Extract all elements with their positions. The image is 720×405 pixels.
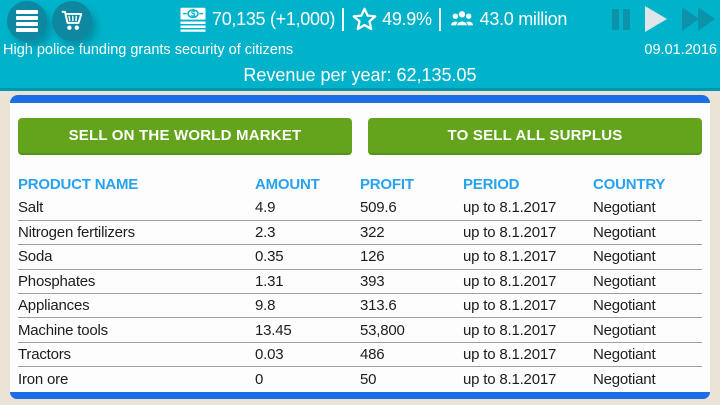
col-product-name: PRODUCT NAME	[18, 175, 139, 193]
cell-product: Phosphates	[18, 272, 96, 290]
cell-country: Negotiant	[593, 321, 656, 339]
revenue-bar: Revenue per year: 62,135.05	[0, 62, 720, 88]
cell-country: Negotiant	[593, 248, 656, 266]
cell-period: up to 8.1.2017	[463, 370, 557, 388]
cell-amount: 9.8	[255, 297, 276, 315]
money-value: 70,135 (+1,000)	[212, 8, 336, 29]
star-icon	[352, 7, 377, 30]
cell-country: Negotiant	[593, 297, 656, 315]
cell-product: Tractors	[18, 346, 71, 364]
cell-profit: 486	[360, 346, 385, 364]
stat-divider	[438, 7, 441, 31]
table-row[interactable]: Nitrogen fertilizers 2.3 322 up to 8.1.2017…	[18, 220, 702, 245]
game-date: 09.01.2016	[644, 42, 717, 58]
rating-value: 49.9%	[382, 8, 432, 29]
revenue-per-year: Revenue per year: 62,135.05	[243, 64, 477, 85]
cell-country: Negotiant	[593, 224, 656, 242]
cell-country: Negotiant	[593, 272, 656, 290]
play-button[interactable]	[645, 6, 667, 32]
sell-world-market-button[interactable]: SELL ON THE WORLD MARKET	[18, 118, 352, 155]
top-status-bar: $ 70,135 (+1,000) 49.9%	[0, 0, 720, 41]
cell-amount: 0	[255, 370, 264, 388]
pause-button[interactable]	[612, 8, 630, 30]
play-icon	[645, 6, 667, 32]
panel-body: SELL ON THE WORLD MARKET TO SELL ALL SUR…	[10, 103, 710, 392]
cell-profit: 126	[360, 248, 385, 266]
cell-profit: 53,800	[360, 321, 405, 339]
col-profit: PROFIT	[360, 175, 414, 193]
cell-amount: 4.9	[255, 199, 276, 217]
cell-product: Appliances	[18, 297, 90, 315]
cell-profit: 322	[360, 224, 385, 242]
menu-button[interactable]	[7, 1, 47, 41]
sell-all-surplus-button[interactable]: TO SELL ALL SURPLUS	[368, 118, 702, 155]
cell-amount: 0.35	[255, 248, 284, 266]
fast-forward-button[interactable]	[682, 7, 715, 31]
cell-product: Nitrogen fertilizers	[18, 224, 135, 242]
cell-profit: 509.6	[360, 199, 397, 217]
cell-amount: 2.3	[255, 224, 276, 242]
panel-top-accent	[10, 95, 710, 103]
world-market-panel: SELL ON THE WORLD MARKET TO SELL ALL SUR…	[10, 95, 710, 399]
cell-amount: 0.03	[255, 346, 284, 364]
panel-bottom-accent	[10, 392, 710, 399]
population-indicator: 43.0 million	[448, 5, 567, 33]
cell-period: up to 8.1.2017	[463, 321, 557, 339]
goods-table: PRODUCT NAME AMOUNT PROFIT PERIOD COUNTR…	[18, 172, 702, 391]
pause-icon	[612, 8, 630, 30]
cell-period: up to 8.1.2017	[463, 224, 557, 242]
money-indicator: $ 70,135 (+1,000)	[178, 4, 335, 34]
svg-text:$: $	[191, 9, 196, 18]
table-row[interactable]: Iron ore 0 50 up to 8.1.2017 Negotiant	[18, 367, 702, 391]
time-controls	[612, 0, 715, 38]
table-row[interactable]: Machine tools 13.45 53,800 up to 8.1.2017 Ne…	[18, 318, 702, 343]
col-country: COUNTRY	[593, 175, 666, 193]
cell-profit: 393	[360, 272, 385, 290]
cell-period: up to 8.1.2017	[463, 297, 557, 315]
population-value: 43.0 million	[479, 8, 568, 29]
hamburger-menu-icon	[16, 10, 38, 32]
cell-profit: 313.6	[360, 297, 397, 315]
cell-product: Salt	[18, 199, 44, 217]
col-period: PERIOD	[463, 175, 520, 193]
fast-forward-icon	[682, 7, 715, 31]
resource-indicators: $ 70,135 (+1,000) 49.9%	[178, 0, 567, 38]
action-buttons: SELL ON THE WORLD MARKET TO SELL ALL SUR…	[18, 103, 702, 155]
cell-product: Soda	[18, 248, 53, 266]
cell-amount: 1.31	[255, 272, 284, 290]
cell-period: up to 8.1.2017	[463, 272, 557, 290]
col-amount: AMOUNT	[255, 175, 320, 193]
news-bar: High police funding grants security of c…	[0, 38, 720, 62]
header-bottom-edge	[0, 88, 720, 91]
news-headline: High police funding grants security of c…	[3, 42, 294, 58]
cell-product: Machine tools	[18, 321, 108, 339]
table-row[interactable]: Appliances 9.8 313.6 up to 8.1.2017 Negotian…	[18, 294, 702, 318]
cell-period: up to 8.1.2017	[463, 199, 557, 217]
table-row[interactable]: Soda 0.35 126 up to 8.1.2017 Negotiant	[18, 245, 702, 270]
cell-amount: 13.45	[255, 321, 292, 339]
table-row[interactable]: Tractors 0.03 486 up to 8.1.2017 Negotiant	[18, 342, 702, 367]
table-body: Salt 4.9 509.6 up to 8.1.2017 Negotiant Nitro…	[18, 196, 702, 391]
cell-period: up to 8.1.2017	[463, 248, 557, 266]
shop-button[interactable]	[52, 1, 92, 41]
population-icon	[450, 11, 473, 27]
cell-country: Negotiant	[593, 199, 656, 217]
table-row[interactable]: Phosphates 1.31 393 up to 8.1.2017 Negotiant	[18, 269, 702, 294]
table-header-row: PRODUCT NAME AMOUNT PROFIT PERIOD COUNTR…	[18, 172, 702, 196]
cell-country: Negotiant	[593, 346, 656, 364]
shopping-cart-icon	[61, 10, 83, 30]
table-row[interactable]: Salt 4.9 509.6 up to 8.1.2017 Negotiant	[18, 196, 702, 221]
cell-period: up to 8.1.2017	[463, 346, 557, 364]
money-icon: $	[180, 7, 206, 32]
rating-indicator: 49.9%	[351, 6, 432, 33]
stat-divider	[342, 7, 345, 31]
cell-profit: 50	[360, 370, 377, 388]
cell-country: Negotiant	[593, 370, 656, 388]
cell-product: Iron ore	[18, 370, 69, 388]
